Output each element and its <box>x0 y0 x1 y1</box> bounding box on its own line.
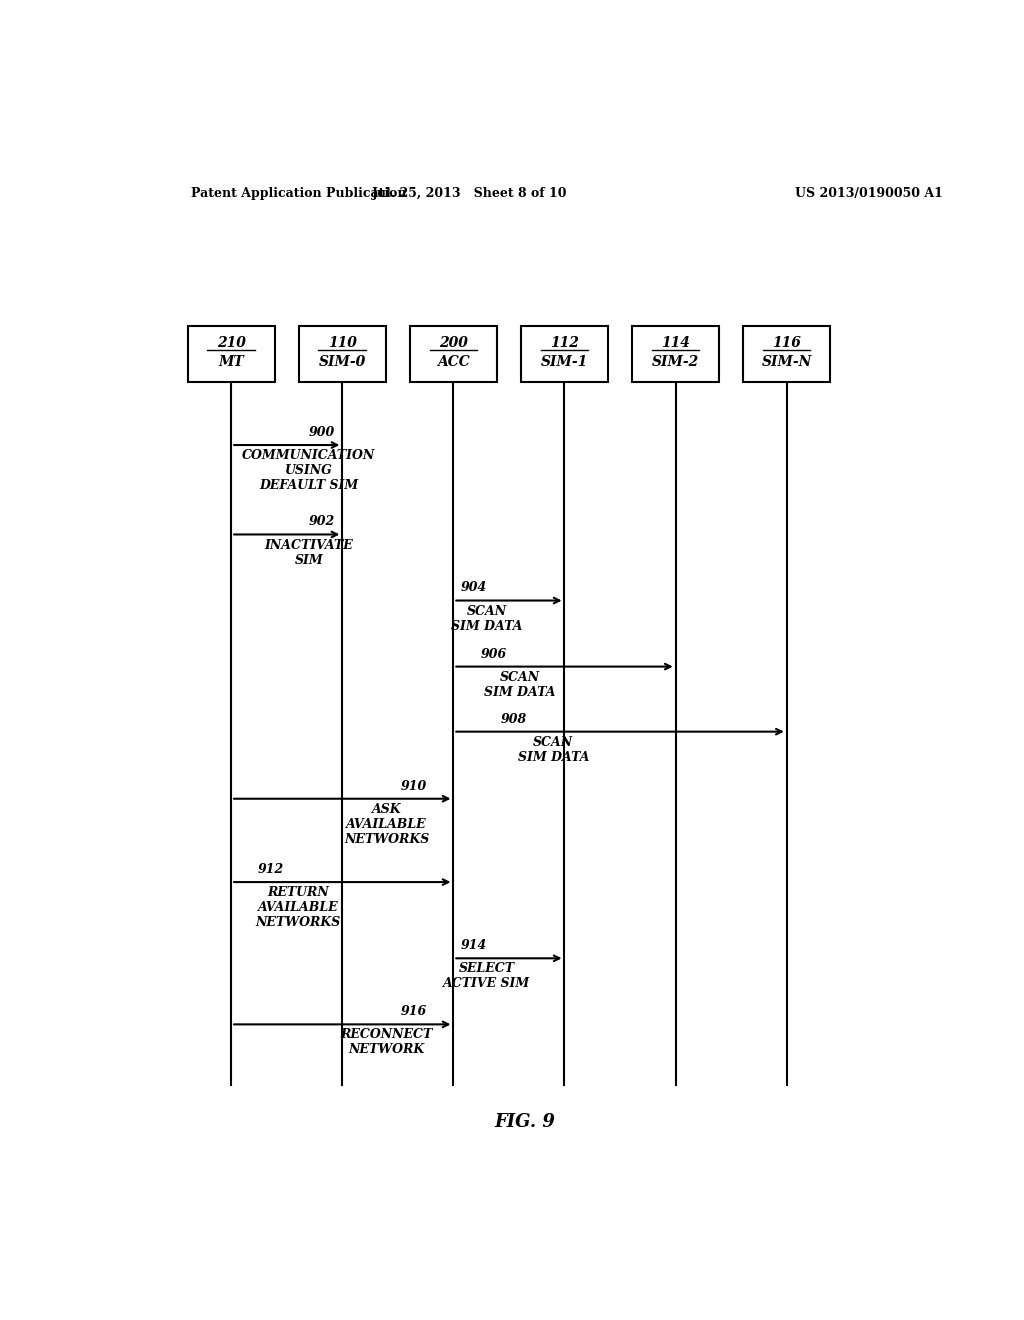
Text: 200: 200 <box>439 337 468 350</box>
Bar <box>410 326 497 381</box>
Bar <box>299 326 386 381</box>
Text: INACTIVATE
SIM: INACTIVATE SIM <box>264 539 353 566</box>
Text: SCAN
SIM DATA: SCAN SIM DATA <box>451 605 522 632</box>
Text: 908: 908 <box>501 713 526 726</box>
Bar <box>187 326 274 381</box>
Bar <box>632 326 719 381</box>
Text: 914: 914 <box>460 940 486 952</box>
Text: 910: 910 <box>400 780 427 792</box>
Text: SCAN
SIM DATA: SCAN SIM DATA <box>517 735 589 764</box>
Bar <box>521 326 608 381</box>
Text: MT: MT <box>218 355 244 368</box>
Text: ASK
AVAILABLE
NETWORKS: ASK AVAILABLE NETWORKS <box>344 803 429 846</box>
Text: SIM-N: SIM-N <box>762 355 812 368</box>
Text: 114: 114 <box>662 337 690 350</box>
Text: Patent Application Publication: Patent Application Publication <box>191 187 407 201</box>
Text: ACC: ACC <box>437 355 470 368</box>
Text: SIM-2: SIM-2 <box>652 355 699 368</box>
Text: 912: 912 <box>258 863 285 876</box>
Text: RECONNECT
NETWORK: RECONNECT NETWORK <box>341 1028 433 1056</box>
Text: 116: 116 <box>772 337 801 350</box>
Text: 210: 210 <box>217 337 246 350</box>
Text: 904: 904 <box>460 581 486 594</box>
Text: 916: 916 <box>400 1006 427 1018</box>
Text: SIM-1: SIM-1 <box>541 355 588 368</box>
Text: 112: 112 <box>550 337 579 350</box>
Text: 110: 110 <box>328 337 356 350</box>
Text: 906: 906 <box>480 648 507 660</box>
Text: SELECT
ACTIVE SIM: SELECT ACTIVE SIM <box>443 962 530 990</box>
Text: FIG. 9: FIG. 9 <box>495 1113 555 1131</box>
Text: SIM-0: SIM-0 <box>318 355 366 368</box>
Text: US 2013/0190050 A1: US 2013/0190050 A1 <box>795 187 942 201</box>
Text: Jul. 25, 2013   Sheet 8 of 10: Jul. 25, 2013 Sheet 8 of 10 <box>372 187 567 201</box>
Text: 900: 900 <box>309 426 336 440</box>
Text: SCAN
SIM DATA: SCAN SIM DATA <box>484 671 556 698</box>
Text: 902: 902 <box>309 515 336 528</box>
Text: COMMUNICATION
USING
DEFAULT SIM: COMMUNICATION USING DEFAULT SIM <box>243 449 376 492</box>
Bar <box>743 326 830 381</box>
Text: RETURN
AVAILABLE
NETWORKS: RETURN AVAILABLE NETWORKS <box>255 886 340 929</box>
